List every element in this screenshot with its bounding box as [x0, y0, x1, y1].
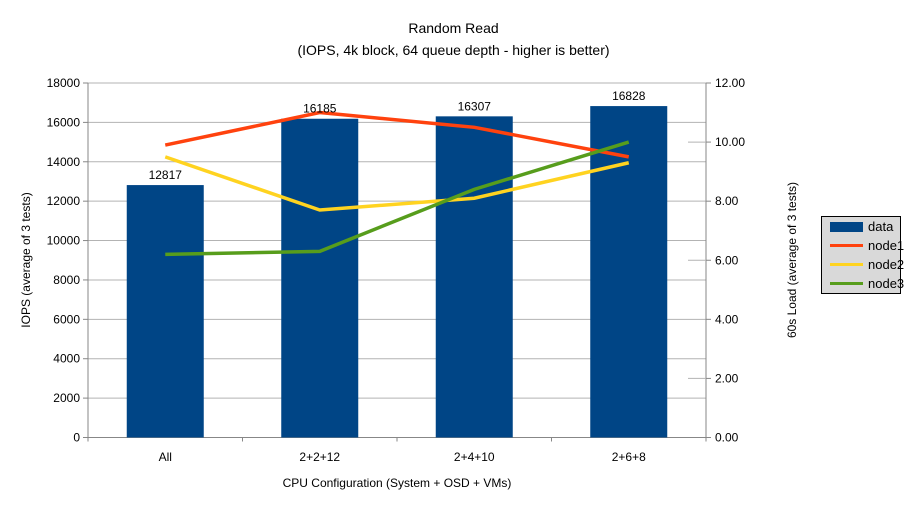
bar-value-label: 12817: [149, 168, 183, 182]
left-axis-tick-label: 6000: [53, 312, 80, 326]
right-axis-title: 60s Load (average of 3 tests): [785, 181, 799, 339]
right-axis-tick-label: 10.00: [715, 135, 745, 149]
legend-label: node3: [868, 276, 905, 291]
legend-item-node3: node3: [830, 277, 904, 290]
bar-data: [435, 116, 513, 438]
bar-data: [281, 118, 359, 438]
bar-data: [126, 185, 204, 438]
legend-swatch-data: [830, 221, 863, 232]
legend-label: node2: [868, 257, 905, 272]
legend-item-data: data: [830, 220, 900, 233]
legend-label: data: [868, 219, 894, 234]
line-node2: [164, 155, 630, 212]
legend-swatch-node2: [830, 263, 863, 266]
legend-label: node1: [868, 238, 905, 253]
right-axis-tick-label: 12.00: [715, 76, 745, 90]
right-axis-tick-label: 4.00: [715, 312, 739, 326]
left-axis-tick-label: 14000: [47, 155, 81, 169]
category-label: 2+4+10: [454, 450, 495, 464]
bar-value-label: 16828: [612, 89, 646, 103]
legend-item-node1: node1: [830, 239, 904, 252]
left-axis-tick-label: 18000: [47, 76, 81, 90]
left-axis-title: IOPS (average of 3 tests): [19, 192, 33, 328]
chart-subtitle: (IOPS, 4k block, 64 queue depth - higher…: [297, 42, 610, 58]
chart-title: Random Read: [408, 20, 499, 36]
line-node3: [165, 140, 630, 257]
bar-data: [590, 106, 668, 438]
left-axis-tick-label: 16000: [47, 115, 81, 129]
left-axis-tick-label: 12000: [47, 194, 81, 208]
category-label: 2+6+8: [612, 450, 646, 464]
right-axis-tick-label: 0.00: [715, 431, 739, 445]
right-axis-tick-label: 6.00: [715, 253, 739, 267]
bar-value-label: 16307: [458, 99, 492, 113]
left-axis-tick-label: 8000: [53, 273, 80, 287]
right-axis-tick-label: 2.00: [715, 371, 739, 385]
bar-value-label: 16185: [303, 102, 337, 116]
left-axis-tick-label: 10000: [47, 234, 81, 248]
x-axis-title: CPU Configuration (System + OSD + VMs): [282, 476, 512, 490]
right-axis-tick-label: 8.00: [715, 194, 739, 208]
category-label: All: [159, 450, 172, 464]
left-axis-tick-label: 0: [73, 431, 80, 445]
legend-swatch-node1: [830, 244, 863, 247]
legend: data node1 node2 node3: [821, 216, 904, 294]
line-node1: [164, 110, 630, 159]
left-axis-tick-label: 2000: [53, 391, 80, 405]
category-label: 2+2+12: [299, 450, 340, 464]
legend-swatch-node3: [830, 282, 863, 285]
legend-item-node2: node2: [830, 258, 904, 271]
left-axis-tick-label: 4000: [53, 352, 80, 366]
